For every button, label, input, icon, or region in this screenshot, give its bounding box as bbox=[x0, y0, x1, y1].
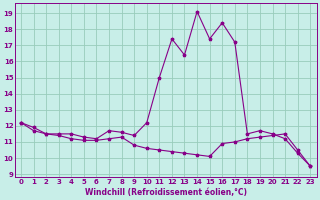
X-axis label: Windchill (Refroidissement éolien,°C): Windchill (Refroidissement éolien,°C) bbox=[84, 188, 247, 197]
